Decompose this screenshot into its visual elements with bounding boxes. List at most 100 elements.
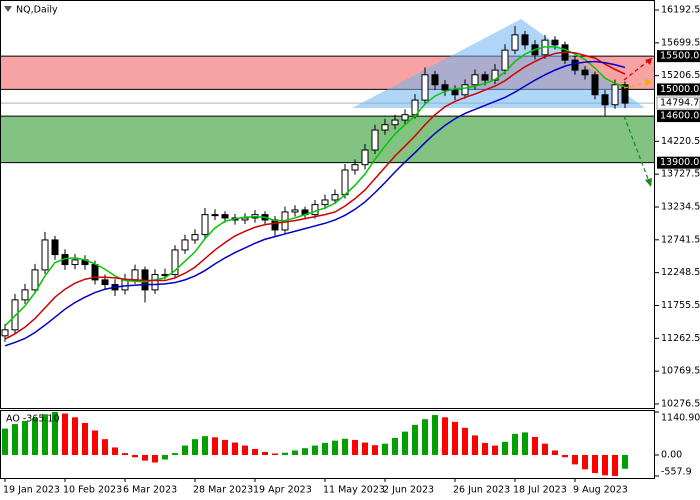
indicator-bar bbox=[542, 443, 548, 455]
indicator-bar bbox=[562, 454, 568, 458]
candle-body bbox=[41, 239, 49, 271]
x-tick-label: 19 Apr 2023 bbox=[253, 485, 312, 496]
candle-body bbox=[471, 74, 479, 86]
candle-body bbox=[1, 329, 9, 337]
indicator-bar bbox=[122, 453, 128, 455]
indicator-bar bbox=[282, 452, 288, 455]
indicator-y-tick-label: 1140.90 bbox=[661, 413, 700, 424]
indicator-bar bbox=[222, 439, 228, 455]
level-label: 13900.0 bbox=[660, 157, 699, 168]
indicator-bar bbox=[322, 442, 328, 455]
y-tick-label: 16192.5 bbox=[661, 5, 700, 16]
indicator-bar bbox=[152, 454, 158, 463]
level-label-box bbox=[657, 50, 700, 63]
main-frame bbox=[0, 0, 655, 409]
level-label-box bbox=[657, 110, 700, 123]
indicator-bar bbox=[2, 428, 8, 455]
x-tick-label: 11 May 2023 bbox=[323, 485, 385, 496]
candle-body bbox=[31, 269, 39, 291]
candle-body bbox=[521, 34, 529, 46]
level-label: 15000.0 bbox=[660, 84, 699, 95]
indicator-bar bbox=[182, 445, 188, 455]
indicator-bar bbox=[212, 437, 218, 455]
indicator-bar bbox=[582, 454, 588, 470]
price-zone bbox=[1, 116, 655, 163]
indicator-bar bbox=[312, 445, 318, 455]
indicator-bar bbox=[332, 440, 338, 455]
candle-body bbox=[621, 84, 629, 104]
indicator-bar bbox=[372, 445, 378, 455]
candle-body bbox=[311, 204, 319, 216]
y-tick-label: 10276.5 bbox=[661, 398, 700, 409]
indicator-bar bbox=[572, 454, 578, 465]
down-arrow bbox=[623, 115, 651, 185]
indicator-bar bbox=[72, 417, 78, 455]
x-tick-label: 19 Jan 2023 bbox=[3, 485, 60, 496]
current-price-label: 14794.7 bbox=[660, 98, 699, 109]
candle-body bbox=[181, 239, 189, 251]
indicator-bar bbox=[612, 454, 618, 476]
candle-body bbox=[601, 94, 609, 106]
up-arrow-head bbox=[645, 58, 652, 65]
indicator-bar bbox=[442, 417, 448, 455]
candle-body bbox=[551, 39, 559, 46]
indicator-bar bbox=[512, 433, 518, 455]
candle-body bbox=[101, 279, 109, 286]
candle-body bbox=[191, 234, 199, 241]
candle-body bbox=[341, 169, 349, 196]
x-tick-label: 2 Jun 2023 bbox=[383, 485, 434, 496]
indicator-bar bbox=[362, 442, 368, 455]
candle-body bbox=[211, 214, 219, 217]
candle-body bbox=[151, 274, 159, 291]
candle-body bbox=[511, 34, 519, 51]
indicator-bar bbox=[462, 427, 468, 455]
level-label: 14600.0 bbox=[660, 111, 699, 122]
indicator-bar bbox=[352, 439, 358, 455]
indicator-bar bbox=[532, 436, 538, 455]
candle-body bbox=[411, 99, 419, 116]
side-arrow-head bbox=[645, 79, 652, 86]
plot bbox=[1, 26, 629, 476]
indicator-bar bbox=[412, 424, 418, 455]
candle-body bbox=[291, 209, 299, 213]
y-tick-label: 15699.5 bbox=[661, 37, 700, 48]
indicator-bar bbox=[142, 454, 148, 461]
indicator-bar bbox=[592, 454, 598, 474]
indicator-bar bbox=[482, 442, 488, 455]
level-label-box bbox=[657, 83, 700, 96]
candle-body bbox=[351, 164, 359, 171]
indicator-bar bbox=[12, 424, 18, 455]
candle-body bbox=[391, 119, 399, 126]
indicator-bar bbox=[452, 421, 458, 455]
x-tick-label: 9 Aug 2023 bbox=[573, 485, 628, 496]
candle-body bbox=[501, 49, 509, 71]
candle-body bbox=[571, 59, 579, 71]
candle-body bbox=[161, 274, 169, 277]
indicator-bar bbox=[432, 415, 438, 455]
axes: 16192.5 15699.5 15206.5 14220.5 13727.5 13234… bbox=[3, 5, 700, 496]
indicator-bar bbox=[552, 450, 558, 455]
candle-body bbox=[401, 114, 409, 121]
x-tick-label: 18 Jul 2023 bbox=[513, 485, 567, 496]
candle-body bbox=[361, 149, 369, 166]
indicator-bar bbox=[32, 418, 38, 455]
candle-body bbox=[201, 214, 209, 236]
indicator-bar bbox=[342, 438, 348, 455]
candle-body bbox=[451, 89, 459, 96]
indicator-bar bbox=[22, 421, 28, 455]
indicator-bar bbox=[92, 430, 98, 455]
y-tick-label: 10769.5 bbox=[661, 366, 700, 377]
indicator-label: AO -365.10 bbox=[6, 414, 60, 425]
y-tick-label: 12741.5 bbox=[661, 234, 700, 245]
indicator-bar bbox=[202, 436, 208, 455]
indicator-bar bbox=[252, 448, 258, 455]
indicator-bar bbox=[132, 454, 138, 458]
indicator-bar bbox=[382, 443, 388, 455]
indicator-bar bbox=[102, 439, 108, 455]
indicator-bar bbox=[402, 431, 408, 455]
indicator-y-tick-label: 0.00 bbox=[661, 449, 682, 460]
candle-body bbox=[71, 259, 79, 266]
level-label-box bbox=[657, 156, 700, 169]
current-price-box bbox=[656, 96, 700, 110]
